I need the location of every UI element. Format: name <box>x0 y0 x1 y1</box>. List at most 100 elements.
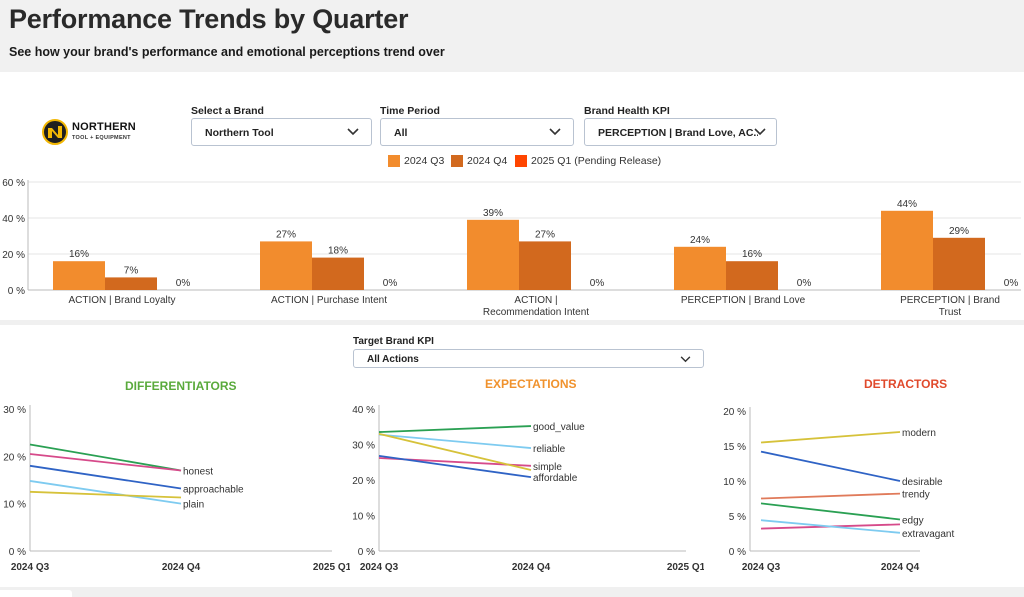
y-tick-label: 30 % <box>352 441 375 452</box>
bar-value-label: 16% <box>742 249 762 260</box>
y-tick-label: 20 % <box>723 407 746 418</box>
legend-label-q3: 2024 Q3 <box>404 155 445 167</box>
x-tick-label: 2025 Q1 <box>667 562 704 573</box>
chevron-down-icon <box>549 128 561 136</box>
y-tick-label: 40 % <box>2 214 25 225</box>
series-end-label: edgy <box>902 516 924 527</box>
bar-value-label: 7% <box>124 265 139 276</box>
bar <box>674 246 726 290</box>
series-line <box>29 453 182 472</box>
bar-value-label: 29% <box>949 226 969 237</box>
y-tick-label: 0 % <box>8 286 25 297</box>
bar-value-label: 16% <box>69 249 89 260</box>
series-line <box>760 502 901 521</box>
series-end-label: simple <box>533 462 562 473</box>
brand-logo-badge <box>42 119 68 145</box>
bar <box>519 241 571 290</box>
series-line <box>378 454 532 479</box>
category-label: PERCEPTION | Brand <box>900 295 1000 306</box>
brand-logo: NORTHERN TOOL + EQUIPMENT <box>42 118 146 148</box>
series-line <box>29 464 182 490</box>
bar <box>260 241 312 290</box>
series-end-label: extravagant <box>902 529 954 540</box>
period-select-label: Time Period <box>380 105 440 117</box>
y-tick-label: 30 % <box>3 405 26 416</box>
bar <box>105 277 157 290</box>
series-end-label: reliable <box>533 444 566 455</box>
series-line <box>760 431 901 444</box>
drivers-panel <box>0 325 1024 587</box>
series-line <box>760 492 901 500</box>
category-label: Trust <box>939 307 962 318</box>
kpi-bar-chart: 0 %20 %40 %60 %16%7%0%ACTION | Brand Loy… <box>2 178 1021 318</box>
bar-value-label: 24% <box>690 235 710 246</box>
sheet-tab[interactable] <box>0 590 72 597</box>
brand-select[interactable]: Northern Tool <box>191 118 372 146</box>
series-end-label: plain <box>183 500 204 511</box>
expectations-chart: 0 % 10 % 20 % 30 % 40 % 2024 Q3 2024 Q4 2025 Q1… <box>352 405 704 573</box>
series-line <box>378 432 532 471</box>
target-kpi-select[interactable]: All Actions <box>353 349 704 368</box>
x-tick-label: 2024 Q4 <box>512 562 551 573</box>
x-tick-label: 2024 Q3 <box>11 562 50 573</box>
series-end-label: approachable <box>183 485 244 496</box>
bar <box>312 257 364 290</box>
bar-value-label: 0% <box>590 278 605 289</box>
period-select[interactable]: All <box>380 118 574 146</box>
legend-label-q4: 2024 Q4 <box>467 155 508 167</box>
series-end-label: trendy <box>902 490 930 501</box>
bar-value-label: 44% <box>897 199 917 210</box>
series-line <box>29 490 182 499</box>
brand-logo-mark-icon <box>48 126 62 138</box>
y-tick-label: 20 % <box>352 476 375 487</box>
detractors-title: DETRACTORS <box>864 377 948 391</box>
bar <box>726 261 778 290</box>
x-tick-label: 2024 Q3 <box>742 562 781 573</box>
page-subtitle: See how your brand's performance and emo… <box>9 45 445 59</box>
page-header: Performance Trends by Quarter See how yo… <box>0 0 1024 70</box>
target-select-label: Target Brand KPI <box>353 336 434 347</box>
differentiators-title: DIFFERENTIATORS <box>125 379 237 393</box>
target-kpi-value: All Actions <box>367 354 419 365</box>
chevron-down-icon <box>754 128 766 136</box>
x-tick-label: 2024 Q3 <box>360 562 399 573</box>
bar-value-label: 0% <box>797 278 812 289</box>
kpi-select-label: Brand Health KPI <box>584 105 670 117</box>
series-line <box>760 450 901 482</box>
bar <box>467 219 519 290</box>
period-select-value: All <box>394 127 408 139</box>
kpi-select[interactable]: PERCEPTION | Brand Love, AC... <box>584 118 777 146</box>
series-end-label: honest <box>183 467 213 478</box>
bar <box>933 237 985 290</box>
bar-value-label: 0% <box>383 278 398 289</box>
category-label: ACTION | Purchase Intent <box>271 295 387 306</box>
y-tick-label: 10 % <box>352 512 375 523</box>
bar-value-label: 39% <box>483 208 503 219</box>
bar-value-label: 18% <box>328 246 348 257</box>
legend-swatch-q1 <box>515 155 527 167</box>
y-tick-label: 60 % <box>2 178 25 189</box>
category-label: Recommendation Intent <box>483 307 589 318</box>
x-tick-label: 2025 Q1 <box>313 562 350 573</box>
category-label: ACTION | <box>514 295 557 306</box>
detractors-chart: 0 % 5 % 10 % 15 % 20 % 2024 Q3 2024 Q4 modern de… <box>723 407 954 573</box>
x-tick-label: 2024 Q4 <box>162 562 201 573</box>
y-tick-label: 10 % <box>723 477 746 488</box>
legend-swatch-q3 <box>388 155 400 167</box>
bar-value-label: 27% <box>535 229 555 240</box>
y-tick-label: 40 % <box>352 405 375 416</box>
legend-label-q1: 2025 Q1 (Pending Release) <box>531 155 662 167</box>
expectations-title: EXPECTATIONS <box>485 377 577 391</box>
y-tick-label: 5 % <box>729 512 746 523</box>
series-line <box>378 433 532 449</box>
brand-logo-tagline: TOOL + EQUIPMENT <box>72 135 131 141</box>
series-line <box>378 425 532 433</box>
chevron-down-icon <box>347 128 359 136</box>
series-end-label: desirable <box>902 477 943 488</box>
series-line <box>29 443 182 472</box>
category-label: PERCEPTION | Brand Love <box>681 295 806 306</box>
y-tick-label: 10 % <box>3 500 26 511</box>
x-tick-label: 2024 Q4 <box>881 562 920 573</box>
y-tick-label: 0 % <box>9 547 26 558</box>
series-end-label: affordable <box>533 473 578 484</box>
